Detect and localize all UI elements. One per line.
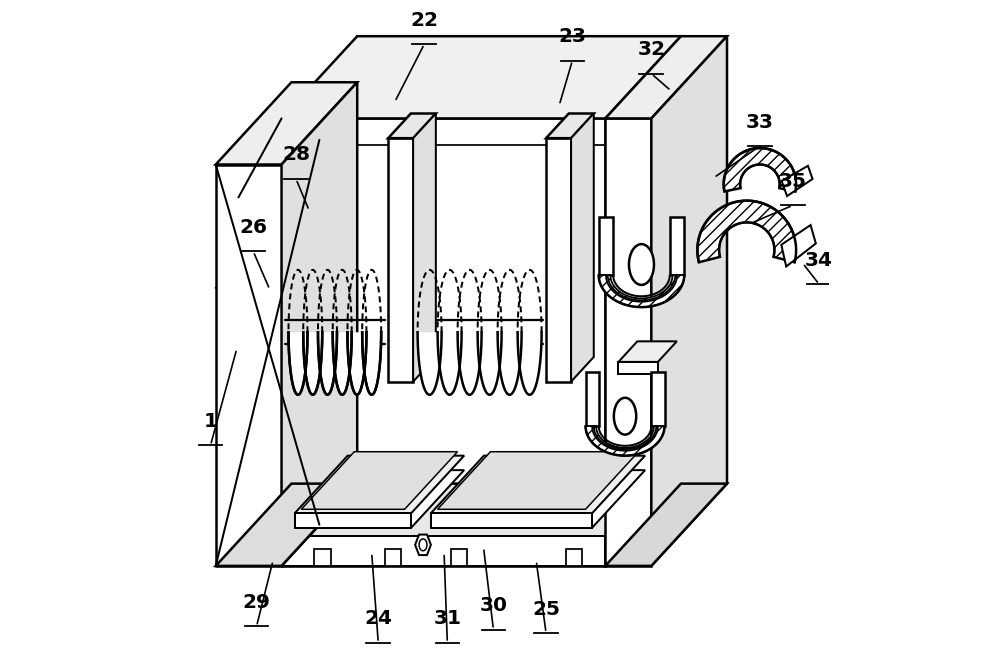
Polygon shape — [605, 484, 727, 566]
Polygon shape — [282, 36, 681, 118]
Polygon shape — [216, 82, 357, 164]
Polygon shape — [546, 113, 594, 138]
Polygon shape — [362, 332, 381, 395]
Text: 26: 26 — [239, 218, 267, 237]
Polygon shape — [318, 332, 337, 395]
Polygon shape — [586, 372, 599, 426]
Polygon shape — [651, 372, 664, 426]
Polygon shape — [594, 426, 656, 449]
Text: 1: 1 — [203, 412, 217, 431]
Text: 32: 32 — [637, 40, 665, 59]
Text: 33: 33 — [746, 113, 774, 132]
Polygon shape — [605, 118, 651, 566]
Text: 34: 34 — [805, 251, 833, 270]
Polygon shape — [697, 201, 796, 263]
Polygon shape — [295, 513, 411, 528]
Polygon shape — [618, 362, 658, 374]
Polygon shape — [216, 484, 357, 566]
Ellipse shape — [629, 244, 654, 285]
Text: 35: 35 — [779, 172, 807, 191]
Polygon shape — [295, 470, 464, 528]
Polygon shape — [599, 275, 684, 307]
Polygon shape — [388, 113, 436, 138]
Polygon shape — [295, 455, 464, 513]
Polygon shape — [586, 426, 664, 455]
Ellipse shape — [419, 539, 427, 551]
Polygon shape — [288, 332, 307, 395]
Polygon shape — [608, 275, 675, 300]
Polygon shape — [282, 82, 357, 566]
Polygon shape — [418, 332, 442, 395]
Text: 25: 25 — [532, 599, 560, 619]
Polygon shape — [651, 36, 727, 566]
Text: 28: 28 — [282, 145, 310, 164]
Polygon shape — [781, 225, 816, 266]
Polygon shape — [498, 332, 522, 395]
Polygon shape — [618, 342, 677, 362]
Polygon shape — [282, 484, 681, 566]
Polygon shape — [216, 164, 282, 566]
Polygon shape — [605, 36, 727, 118]
Polygon shape — [431, 455, 645, 513]
Polygon shape — [303, 332, 322, 395]
Text: 24: 24 — [364, 609, 392, 628]
Polygon shape — [431, 470, 645, 528]
Polygon shape — [599, 217, 613, 275]
Polygon shape — [782, 166, 813, 196]
Polygon shape — [478, 332, 502, 395]
Text: 29: 29 — [243, 593, 270, 612]
Polygon shape — [357, 36, 681, 484]
Text: 22: 22 — [410, 11, 438, 30]
Polygon shape — [571, 113, 594, 382]
Polygon shape — [724, 148, 796, 191]
Polygon shape — [458, 332, 482, 395]
Polygon shape — [385, 549, 401, 566]
Polygon shape — [282, 118, 605, 566]
Polygon shape — [438, 332, 462, 395]
Text: 31: 31 — [433, 609, 461, 628]
Polygon shape — [437, 451, 639, 509]
Polygon shape — [431, 513, 592, 528]
Ellipse shape — [614, 397, 636, 435]
Polygon shape — [347, 332, 366, 395]
Polygon shape — [566, 549, 582, 566]
Polygon shape — [546, 138, 571, 382]
Polygon shape — [415, 534, 431, 555]
Polygon shape — [301, 451, 458, 509]
Polygon shape — [333, 332, 352, 395]
Polygon shape — [413, 113, 436, 382]
Polygon shape — [670, 217, 684, 275]
Polygon shape — [451, 549, 467, 566]
Polygon shape — [282, 536, 605, 566]
Text: 30: 30 — [479, 596, 507, 615]
Polygon shape — [388, 138, 413, 382]
Polygon shape — [314, 549, 331, 566]
Text: 23: 23 — [558, 27, 586, 46]
Polygon shape — [518, 332, 542, 395]
